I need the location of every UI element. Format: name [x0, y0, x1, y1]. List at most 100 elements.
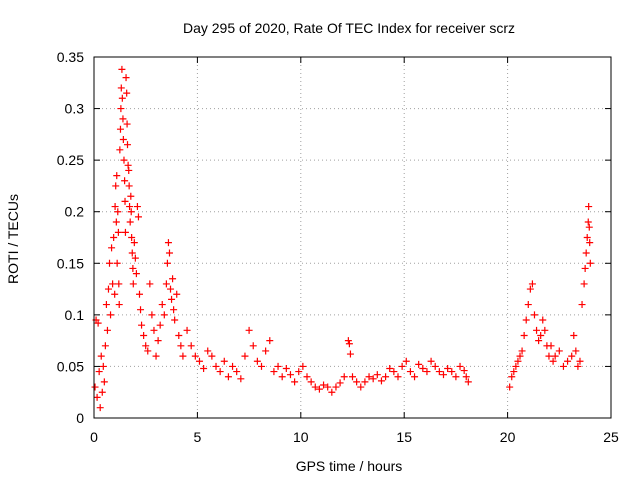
y-axis-title: ROTI / TECUs — [5, 194, 21, 284]
data-point — [195, 357, 203, 365]
data-point — [522, 316, 530, 324]
data-point — [233, 368, 241, 376]
data-point — [444, 364, 452, 372]
x-tick-label: 10 — [293, 429, 309, 445]
data-point — [427, 357, 435, 365]
data-point — [103, 326, 111, 334]
grid-lines — [94, 57, 611, 418]
data-point — [187, 342, 195, 350]
data-point — [549, 357, 557, 365]
data-point — [204, 347, 212, 355]
data-point — [533, 326, 541, 334]
data-point — [559, 362, 567, 370]
data-point — [171, 316, 179, 324]
data-point — [576, 357, 584, 365]
data-point — [168, 295, 176, 303]
data-point — [328, 388, 336, 396]
data-point — [545, 352, 553, 360]
data-point — [357, 383, 365, 391]
data-point — [365, 373, 373, 381]
data-point — [96, 404, 104, 412]
data-point — [585, 203, 593, 211]
data-point — [512, 362, 520, 370]
y-tick-label: 0 — [76, 410, 84, 426]
data-point — [377, 377, 385, 385]
data-point — [131, 254, 139, 262]
data-point — [191, 352, 199, 360]
data-point — [156, 321, 164, 329]
data-point — [411, 373, 419, 381]
data-point — [535, 337, 543, 345]
x-tick-label: 15 — [396, 429, 412, 445]
data-point — [315, 385, 323, 393]
data-point — [262, 347, 270, 355]
data-point — [112, 182, 120, 190]
data-point — [581, 264, 589, 272]
data-point — [150, 326, 158, 334]
data-point — [133, 203, 141, 211]
data-point — [127, 192, 135, 200]
data-point — [100, 378, 108, 386]
data-point — [212, 362, 220, 370]
data-point — [448, 368, 456, 376]
data-point — [128, 249, 136, 257]
data-point — [406, 368, 414, 376]
data-point — [320, 381, 328, 389]
data-point — [129, 280, 137, 288]
data-point — [137, 306, 145, 314]
data-point — [164, 239, 172, 247]
data-point — [129, 264, 137, 272]
data-point — [102, 301, 110, 309]
data-point — [431, 362, 439, 370]
data-point — [369, 375, 377, 383]
data-point — [111, 203, 119, 211]
data-point — [94, 319, 102, 327]
data-point — [332, 383, 340, 391]
data-point — [435, 368, 443, 376]
data-point — [398, 362, 406, 370]
data-point — [574, 362, 582, 370]
data-point — [344, 337, 352, 345]
data-point — [109, 280, 117, 288]
data-point — [123, 89, 131, 97]
data-point — [506, 383, 514, 391]
x-tick-label: 20 — [500, 429, 516, 445]
data-point — [114, 228, 122, 236]
y-tick-label: 0.2 — [65, 204, 85, 220]
data-point — [390, 368, 398, 376]
chart-title: Day 295 of 2020, Rate Of TEC Index for r… — [183, 20, 515, 36]
data-point — [585, 223, 593, 231]
data-point — [121, 197, 129, 205]
data-point — [346, 350, 354, 358]
data-point — [295, 368, 303, 376]
data-point — [125, 182, 133, 190]
data-point — [134, 213, 142, 221]
data-point — [170, 306, 178, 314]
data-point — [530, 311, 538, 319]
data-point — [382, 373, 390, 381]
data-point — [353, 378, 361, 386]
axis-ticks: 0 5 10 15 20 25 0 0.05 0.1 0.15 0.2 0.25 0.3 0.35 — [57, 49, 619, 445]
data-point — [564, 357, 572, 365]
data-point — [582, 249, 590, 257]
data-point — [216, 368, 224, 376]
data-point — [135, 290, 143, 298]
data-point — [113, 259, 121, 267]
data-point — [175, 331, 183, 339]
data-point — [551, 352, 559, 360]
data-point — [179, 352, 187, 360]
data-point — [99, 362, 107, 370]
data-point — [583, 234, 591, 241]
data-point — [125, 166, 133, 174]
data-point — [154, 337, 162, 345]
data-point — [130, 239, 138, 247]
data-point — [106, 259, 114, 267]
data-point — [122, 74, 130, 82]
data-point — [165, 249, 173, 257]
data-point — [464, 378, 472, 386]
x-axis-title: GPS time / hours — [296, 458, 403, 474]
data-point — [394, 373, 402, 381]
data-point — [123, 120, 131, 128]
data-point — [104, 285, 112, 293]
